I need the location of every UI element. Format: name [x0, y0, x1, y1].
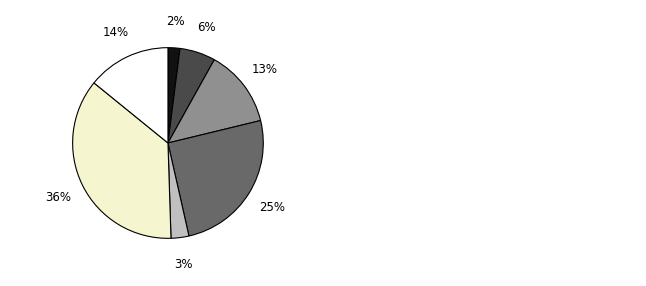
Wedge shape — [168, 60, 260, 143]
Wedge shape — [168, 120, 264, 236]
Wedge shape — [168, 143, 189, 238]
Text: 3%: 3% — [174, 258, 193, 271]
Text: 6%: 6% — [197, 21, 215, 33]
Wedge shape — [94, 48, 168, 143]
Text: 36%: 36% — [46, 191, 72, 204]
Text: 13%: 13% — [252, 63, 278, 76]
Wedge shape — [168, 48, 214, 143]
Text: 2%: 2% — [167, 15, 185, 28]
Legend: Industrie Agricole et Alimentaire, Industrie, Construction, Commerce, Transports: Industrie Agricole et Alimentaire, Indus… — [386, 83, 589, 203]
Text: 25%: 25% — [258, 201, 285, 214]
Text: 14%: 14% — [103, 26, 129, 39]
Wedge shape — [168, 48, 180, 143]
Wedge shape — [72, 83, 171, 238]
